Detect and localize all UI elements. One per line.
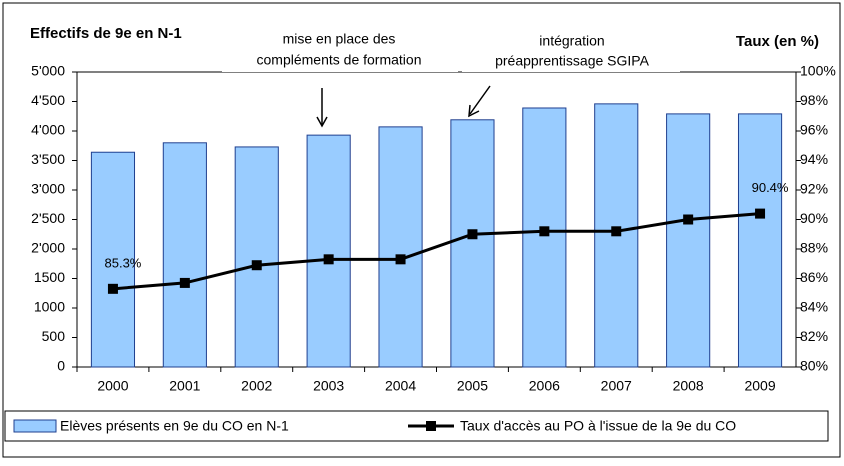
y-tick-label: 5'000	[31, 63, 65, 79]
annotation-bg	[462, 52, 680, 72]
y2-tick-label: 84%	[800, 299, 828, 315]
x-tick-label: 2003	[313, 378, 344, 394]
x-tick-label: 2005	[457, 378, 488, 394]
y2-tick-label: 100%	[800, 63, 836, 79]
y2-tick-label: 80%	[800, 358, 828, 374]
y2-tick-label: 86%	[800, 269, 828, 285]
bar	[378, 126, 423, 368]
x-tick-label: 2007	[601, 378, 632, 394]
y-tick-label: 4'500	[31, 92, 65, 108]
y-tick-label: 0	[57, 358, 65, 374]
y-tick-label: 2'500	[31, 210, 65, 226]
y-tick-label: 1500	[34, 269, 65, 285]
annotation-bg	[222, 52, 458, 72]
y-tick-label: 1000	[34, 299, 65, 315]
y2-tick-label: 98%	[800, 92, 828, 108]
arrows	[316, 85, 491, 128]
value-label: 90.4%	[752, 180, 789, 195]
y2-tick-label: 82%	[800, 328, 828, 344]
marker	[251, 260, 262, 271]
y-tick-label: 3'000	[31, 181, 65, 197]
x-tick-label: 2006	[529, 378, 560, 394]
marker	[683, 214, 694, 225]
bar	[666, 113, 711, 368]
y-tick-label: 3'500	[31, 151, 65, 167]
marker	[611, 226, 622, 237]
legend-swatch	[13, 419, 57, 433]
y2-tick-label: 96%	[800, 122, 828, 138]
x-tick-label: 2004	[385, 378, 416, 394]
y2-axis-title: Taux (en %)	[736, 33, 819, 50]
y2-tick-label: 90%	[800, 210, 828, 226]
y-tick-label: 2'000	[31, 240, 65, 256]
bar	[450, 119, 495, 368]
x-tick-label: 2008	[673, 378, 704, 394]
legend-label: Elèves présents en 9e du CO en N-1	[60, 418, 289, 434]
bar	[522, 107, 567, 368]
marker	[179, 277, 190, 288]
y2-tick-label: 88%	[800, 240, 828, 256]
y-tick-label: 4'000	[31, 122, 65, 138]
legend-swatch	[426, 421, 436, 431]
x-tick-label: 2001	[169, 378, 200, 394]
bar	[306, 134, 351, 368]
annotation: mise en place des	[283, 31, 396, 47]
line	[112, 212, 761, 291]
x-tick-label: 2002	[241, 378, 272, 394]
y2-tick-label: 94%	[800, 151, 828, 167]
y2-tick-label: 92%	[800, 181, 828, 197]
x-tick-label: 2009	[744, 378, 775, 394]
bar	[90, 151, 136, 368]
marker	[755, 208, 766, 219]
marker	[323, 254, 334, 265]
marker	[395, 254, 406, 265]
annotation: préapprentissage SGIPA	[495, 53, 649, 69]
marker	[467, 229, 478, 240]
y-axis-title: Effectifs de 9e en N-1	[30, 25, 182, 42]
annotation: compléments de formation	[257, 52, 422, 68]
y-tick-label: 500	[42, 328, 66, 344]
marker	[107, 283, 118, 294]
bar	[162, 142, 207, 368]
marker	[539, 226, 550, 237]
x-tick-label: 2000	[97, 378, 128, 394]
bar	[234, 146, 279, 368]
annotation: intégration	[539, 33, 604, 49]
bar	[737, 113, 783, 368]
legend-label: Taux d'accès au PO à l'issue de la 9e du…	[460, 418, 736, 434]
value-label: 85.3%	[105, 255, 142, 270]
